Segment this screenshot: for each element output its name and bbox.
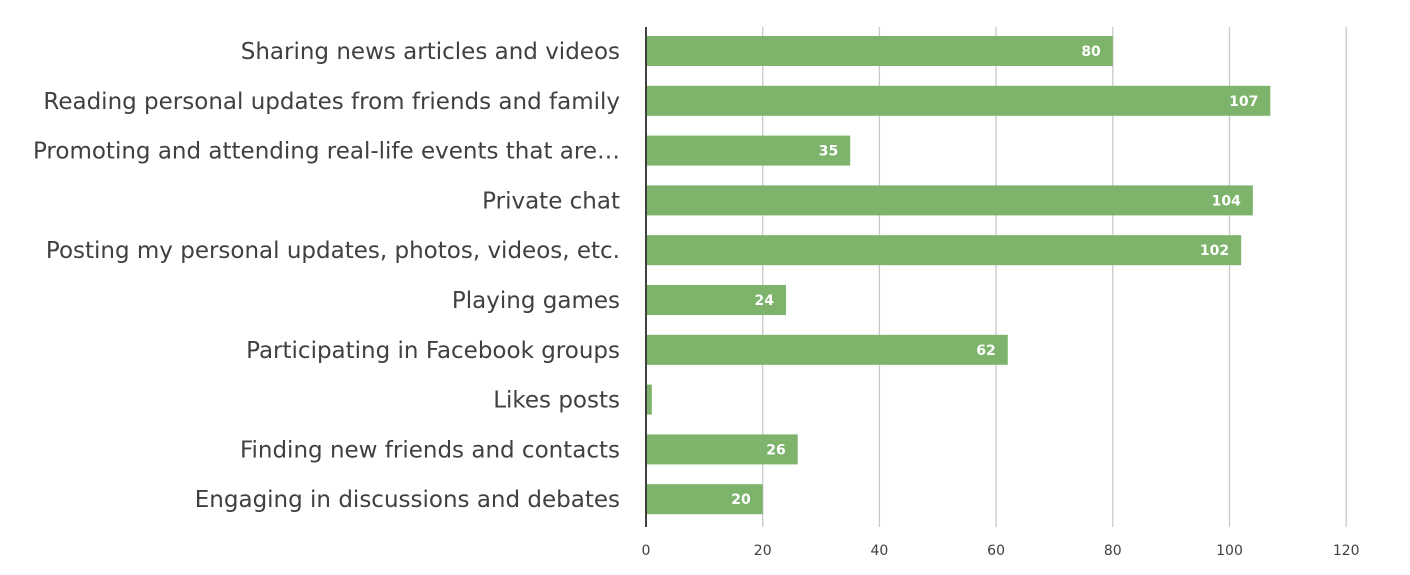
category-label: Likes posts [493, 388, 620, 414]
bar [646, 334, 1008, 365]
data-label: 35 [819, 144, 838, 160]
category-label: Participating in Facebook groups [246, 338, 620, 364]
bar [646, 235, 1242, 266]
x-tick-label: 120 [1333, 543, 1360, 559]
data-label: 80 [1081, 44, 1101, 60]
bar [646, 135, 851, 166]
data-labels: 80 107 35 104 102 24 62 26 20 [731, 44, 1258, 508]
data-label: 62 [976, 343, 995, 359]
category-label: Private chat [482, 188, 620, 214]
bar [646, 185, 1253, 216]
bar [646, 36, 1113, 66]
bar [646, 285, 787, 315]
x-tick-label: 100 [1216, 543, 1243, 559]
category-label: Reading personal updates from friends an… [43, 89, 620, 115]
bars [646, 36, 1271, 515]
x-tick-label: 80 [1104, 543, 1122, 559]
data-label: 104 [1212, 193, 1241, 209]
category-label: Engaging in discussions and debates [195, 487, 620, 513]
x-tick-labels: 0 20 40 60 80 100 120 [642, 543, 1360, 559]
bar [646, 434, 798, 465]
x-tick-label: 20 [754, 543, 772, 559]
category-label: Sharing news articles and videos [241, 39, 620, 65]
category-label: Finding new friends and contacts [240, 437, 620, 463]
x-tick-label: 60 [987, 543, 1005, 559]
data-label: 20 [731, 492, 751, 508]
category-label: Playing games [452, 288, 620, 314]
data-label: 107 [1229, 94, 1258, 110]
bar [646, 384, 652, 415]
data-label: 102 [1200, 243, 1229, 259]
bar [646, 484, 763, 515]
x-tick-label: 40 [870, 543, 888, 559]
x-tick-label: 0 [642, 543, 651, 559]
data-label: 26 [766, 442, 785, 458]
category-labels: Sharing news articles and videos Reading … [33, 39, 620, 513]
category-label: Promoting and attending real-life events… [33, 139, 620, 165]
bar [646, 85, 1271, 116]
category-label: Posting my personal updates, photos, vid… [46, 238, 620, 264]
data-label: 24 [755, 293, 775, 309]
